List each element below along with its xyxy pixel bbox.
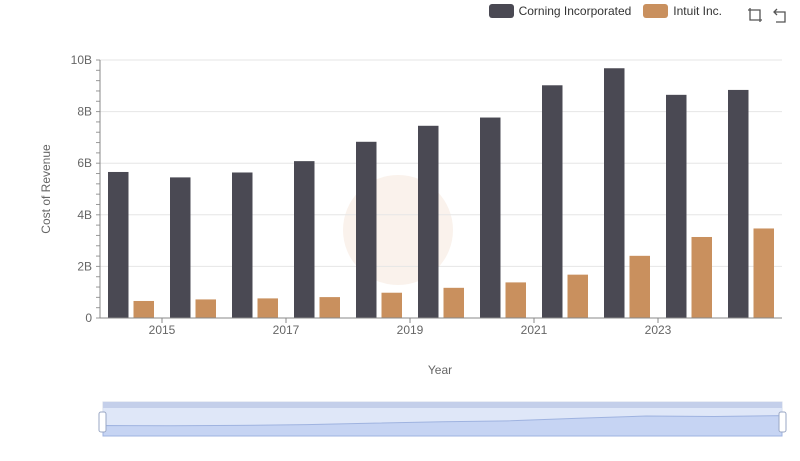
toolbox [746,6,790,24]
legend-swatch [643,4,669,18]
bar-corning-2022[interactable] [604,68,625,318]
bar-intuit-2023[interactable] [691,236,713,318]
y-tick-label: 6B [77,156,92,170]
y-tick-label: 4B [77,208,92,222]
y-tick-label: 2B [77,259,92,273]
legend-label: Intuit Inc. [673,4,722,18]
y-axis: 0 2B 4B 6B 8B 10B [71,53,101,325]
legend: Corning Incorporated Intuit Inc. [488,4,722,18]
slider-preview-area [102,415,783,437]
x-tick-label: 2019 [397,323,424,337]
restore-icon[interactable] [772,6,790,24]
slider-left-handle[interactable] [98,411,107,433]
legend-item-corning[interactable]: Corning Incorporated [488,4,632,18]
bar-intuit-2016[interactable] [257,298,279,318]
zoom-select-icon[interactable] [746,6,764,24]
bar-corning-2016[interactable] [232,172,253,318]
bar-intuit-2017[interactable] [319,297,341,318]
bar-intuit-2022[interactable] [629,255,651,318]
x-axis: 2015 2017 2019 2021 2023 [100,317,782,337]
bar-intuit-2020[interactable] [505,282,527,318]
data-zoom-slider[interactable] [98,401,787,437]
bar-intuit-2019[interactable] [443,287,465,318]
bar-corning-2020[interactable] [480,117,501,318]
bar-intuit-2024[interactable] [753,228,775,318]
x-tick-label: 2023 [645,323,672,337]
slider-top-bar[interactable] [103,402,782,408]
bar-corning-2015[interactable] [170,177,191,318]
x-axis-title: Year [428,363,452,377]
bar-series [108,68,774,318]
bar-corning-2014[interactable] [108,171,129,318]
bar-intuit-2015[interactable] [195,299,217,318]
x-tick-label: 2017 [273,323,300,337]
y-tick-label: 8B [77,105,92,119]
legend-item-intuit[interactable]: Intuit Inc. [643,4,722,18]
legend-swatch [488,4,514,18]
y-axis-title: Cost of Revenue [39,144,53,234]
bar-intuit-2018[interactable] [381,292,403,318]
y-tick-label: 10B [71,53,92,67]
bar-corning-2024[interactable] [728,89,749,318]
legend-label: Corning Incorporated [518,4,632,18]
bar-corning-2017[interactable] [294,161,315,318]
bar-corning-2019[interactable] [418,125,439,318]
bar-intuit-2014[interactable] [133,300,155,318]
y-tick-label: 0 [85,311,92,325]
x-tick-label: 2015 [149,323,176,337]
bar-intuit-2021[interactable] [567,274,589,318]
x-tick-label: 2021 [521,323,548,337]
bar-corning-2021[interactable] [542,85,563,318]
bar-corning-2023[interactable] [666,94,687,318]
slider-right-handle[interactable] [778,411,787,433]
bar-corning-2018[interactable] [356,141,377,318]
